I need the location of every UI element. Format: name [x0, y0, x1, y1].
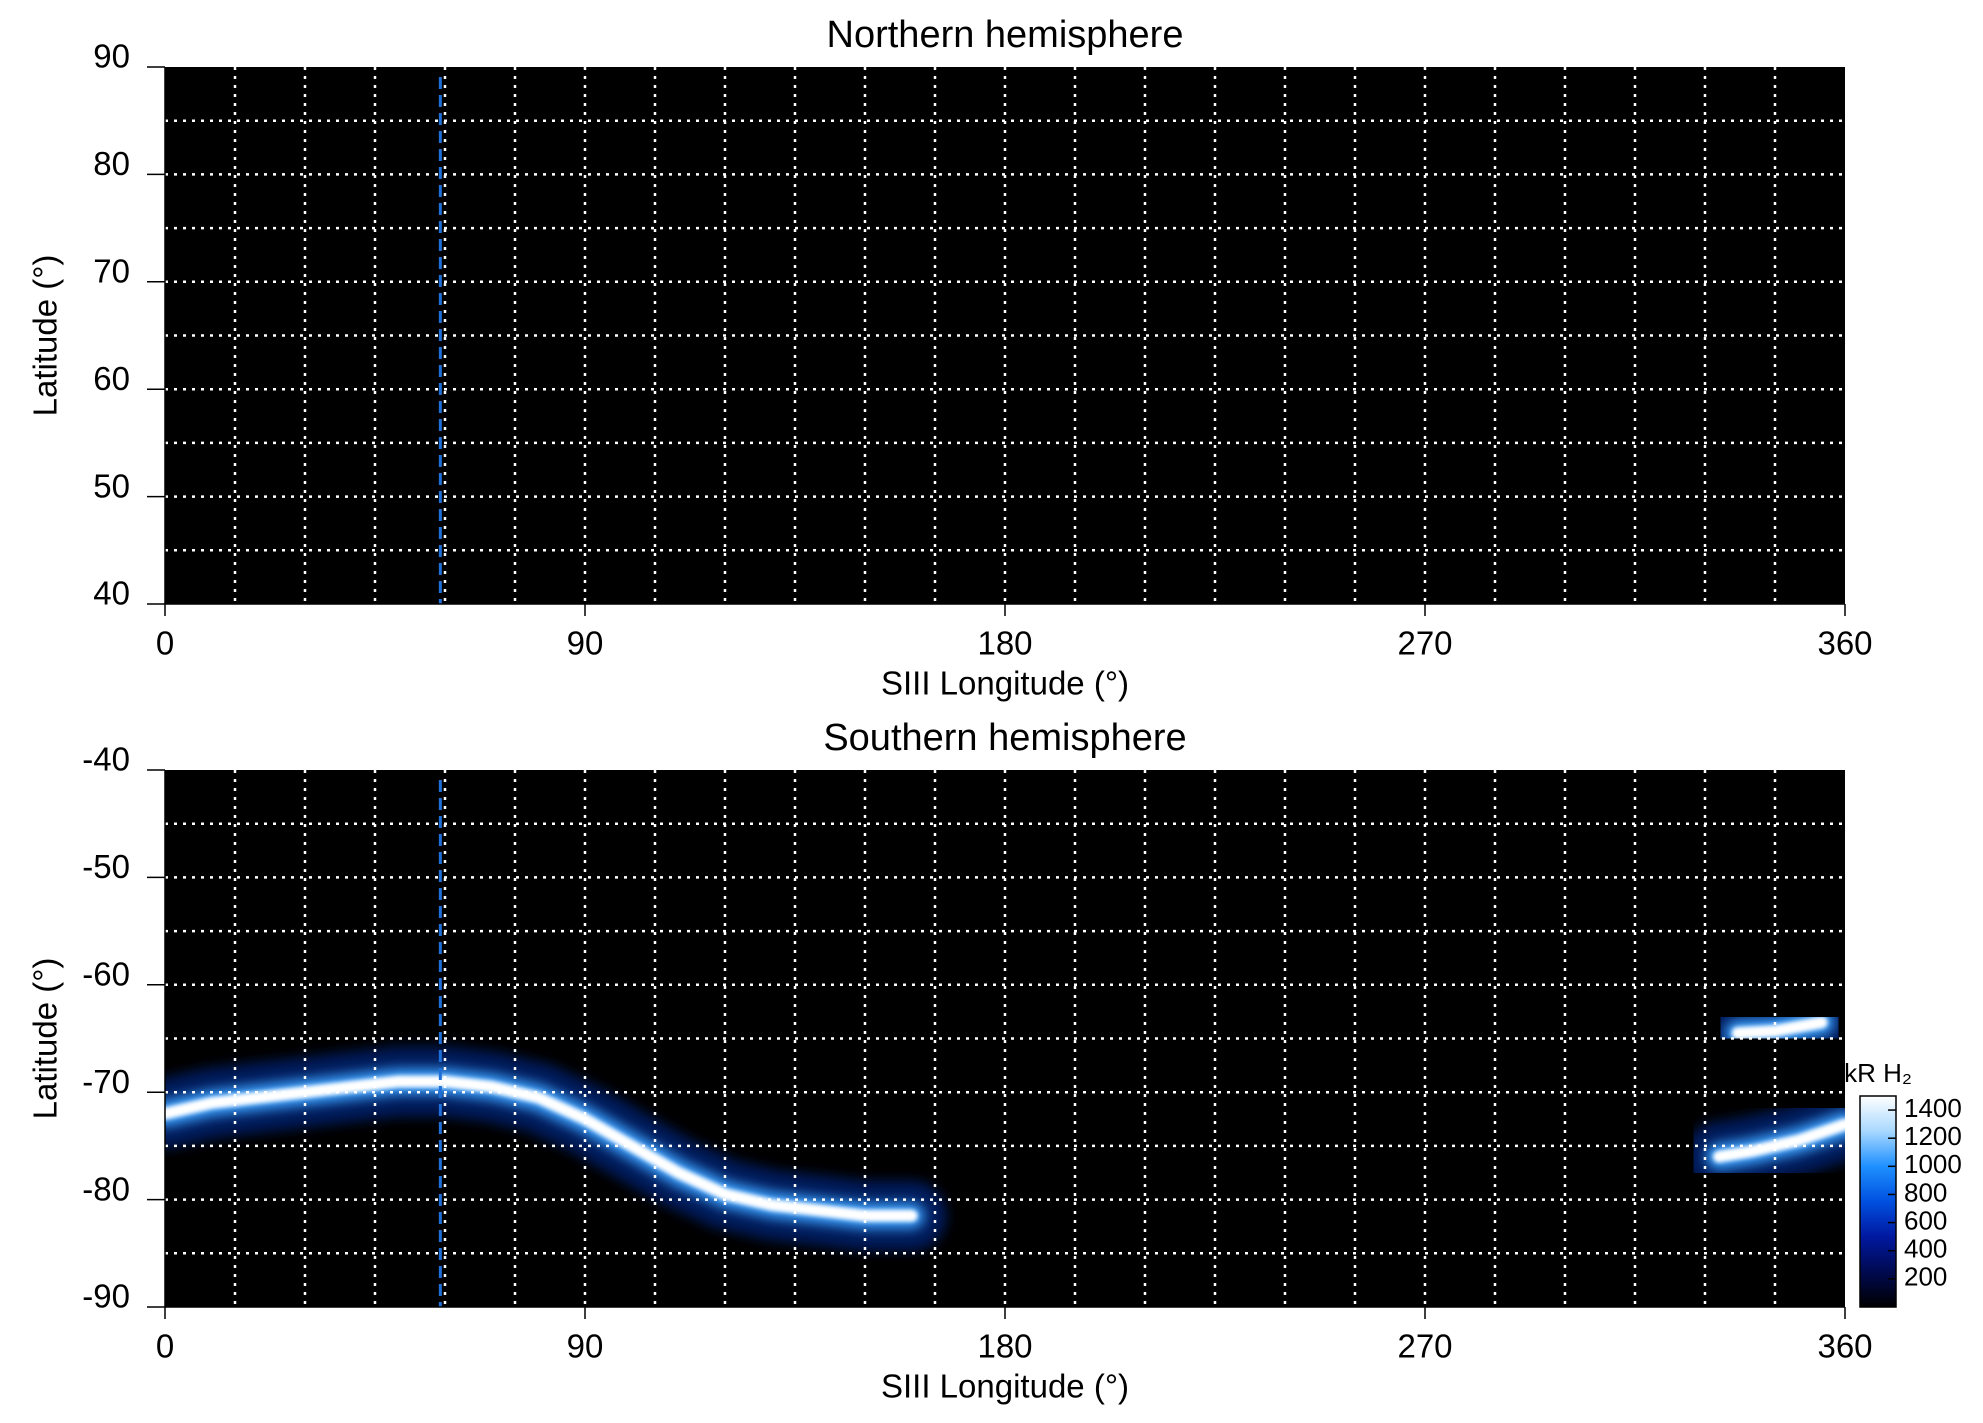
x-tick-label: 0 [156, 1328, 174, 1365]
y-tick-label: -60 [82, 956, 130, 993]
colorbar-tick-label: 800 [1904, 1177, 1947, 1207]
y-tick-label: 40 [93, 575, 130, 612]
colorbar-tick-label: 600 [1904, 1205, 1947, 1235]
x-tick-label: 270 [1397, 625, 1452, 662]
x-tick-label: 270 [1397, 1328, 1452, 1365]
y-tick-label: 90 [93, 38, 130, 75]
y-tick-label: 80 [93, 145, 130, 182]
emission-band [1731, 1016, 1828, 1040]
y-tick-label: 50 [93, 467, 130, 504]
y-axis-label: Latitude (°) [27, 255, 64, 417]
y-tick-label: -90 [82, 1278, 130, 1315]
colorbar-tick-label: 1000 [1904, 1149, 1962, 1179]
y-tick-label: -40 [82, 741, 130, 778]
x-tick-label: 360 [1817, 625, 1872, 662]
y-tick-label: -70 [82, 1063, 130, 1100]
y-tick-label: -50 [82, 848, 130, 885]
colorbar-tick-label: 1400 [1904, 1093, 1962, 1123]
colorbar-tick-label: 200 [1904, 1262, 1947, 1292]
emission-band [1713, 1118, 1845, 1163]
colorbar [1859, 1095, 1897, 1308]
x-axis-label: SIII Longitude (°) [881, 1368, 1129, 1405]
y-tick-label: 70 [93, 253, 130, 290]
y-axis-label: Latitude (°) [27, 958, 64, 1120]
y-tick-label: -80 [82, 1170, 130, 1207]
x-tick-label: 0 [156, 625, 174, 662]
x-tick-label: 180 [977, 625, 1032, 662]
x-tick-label: 360 [1817, 1328, 1872, 1365]
x-tick-label: 90 [567, 1328, 604, 1365]
x-axis-label: SIII Longitude (°) [881, 665, 1129, 702]
colorbar-tick-label: 1200 [1904, 1121, 1962, 1151]
y-tick-label: 60 [93, 360, 130, 397]
x-tick-label: 180 [977, 1328, 1032, 1365]
chart-title: Northern hemisphere [827, 14, 1184, 56]
colorbar-tick-label: 400 [1904, 1234, 1947, 1264]
x-tick-label: 90 [567, 625, 604, 662]
emission-band [165, 1075, 918, 1222]
colorbar-label: kR H₂ [1844, 1058, 1912, 1088]
chart-title: Southern hemisphere [823, 717, 1186, 759]
emission [165, 987, 1845, 1251]
